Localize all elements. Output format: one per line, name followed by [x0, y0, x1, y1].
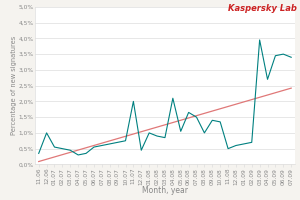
- Text: Kaspersky Lab: Kaspersky Lab: [228, 4, 297, 13]
- Y-axis label: Percentage of new signatures: Percentage of new signatures: [11, 36, 17, 135]
- X-axis label: Month, year: Month, year: [142, 186, 188, 195]
